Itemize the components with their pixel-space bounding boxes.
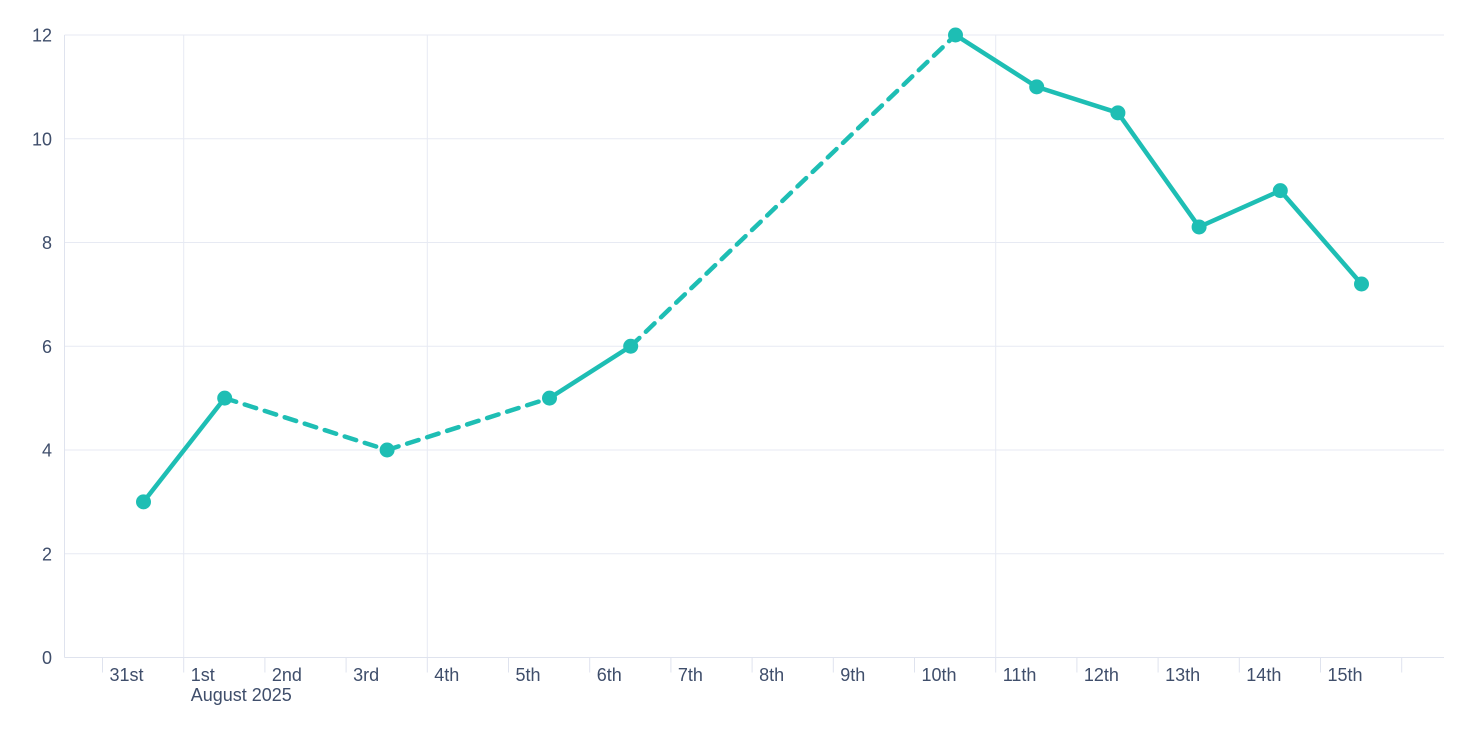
x-tick-label: 13th <box>1165 665 1200 685</box>
data-point-marker[interactable] <box>217 390 233 406</box>
x-tick-label: 4th <box>434 665 459 685</box>
y-tick-label: 8 <box>42 233 52 253</box>
series-segment-dashed <box>222 395 390 453</box>
x-axis-month-label: August 2025 <box>191 685 292 705</box>
x-tick-label: 7th <box>678 665 703 685</box>
data-point-marker[interactable] <box>948 27 963 43</box>
x-tick-label: 5th <box>516 665 541 685</box>
y-tick-label: 12 <box>32 26 52 46</box>
data-point-marker[interactable] <box>1191 219 1207 235</box>
x-tick-label: 9th <box>840 665 865 685</box>
series-segment-solid <box>1278 188 1364 287</box>
series-segment-solid <box>953 32 1039 90</box>
x-tick-label: 10th <box>922 665 957 685</box>
x-tick-label: 12th <box>1084 665 1119 685</box>
y-tick-label: 0 <box>42 648 52 668</box>
x-tick-label: 14th <box>1246 665 1281 685</box>
data-point-marker[interactable] <box>136 494 151 510</box>
series-segment-dashed <box>384 395 552 453</box>
data-point-marker[interactable] <box>379 442 395 458</box>
x-tick-label: 8th <box>759 665 784 685</box>
x-tick-label: 31st <box>110 665 144 685</box>
x-tick-label: 1st <box>191 665 215 685</box>
series-segment-solid <box>1196 188 1283 230</box>
x-tick-label: 11th <box>1003 665 1037 685</box>
data-point-marker[interactable] <box>1029 79 1045 95</box>
y-tick-label: 4 <box>42 441 52 461</box>
x-tick-label: 15th <box>1328 665 1363 685</box>
series-segment-solid <box>141 395 227 505</box>
series-segment-solid <box>547 344 633 401</box>
series-segment-dashed <box>628 32 958 349</box>
data-point-marker[interactable] <box>542 390 557 406</box>
y-tick-label: 6 <box>42 337 52 357</box>
data-point-marker[interactable] <box>1110 105 1126 121</box>
x-tick-label: 2nd <box>272 665 302 685</box>
data-point-marker[interactable] <box>1354 276 1369 292</box>
data-point-marker[interactable] <box>623 338 639 354</box>
y-tick-label: 2 <box>42 544 52 564</box>
x-tick-label: 6th <box>597 665 622 685</box>
data-point-marker[interactable] <box>1272 183 1288 199</box>
series-segment-solid <box>1115 110 1202 230</box>
y-tick-label: 10 <box>32 129 52 149</box>
x-tick-label: 3rd <box>353 665 379 685</box>
series-segment-solid <box>1034 84 1121 116</box>
